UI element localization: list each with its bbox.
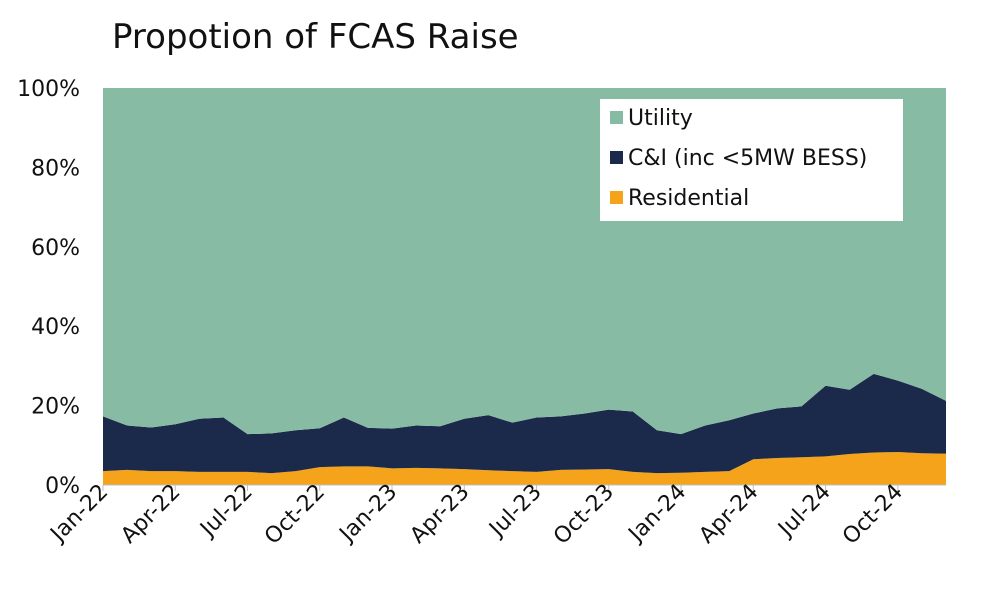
legend-swatch-ci	[610, 151, 623, 164]
legend-swatch-residential	[610, 191, 623, 204]
y-tick-label: 100%	[17, 77, 80, 102]
x-tick-label: Jan-24	[623, 480, 691, 548]
x-tick-label: Apr-23	[406, 480, 475, 549]
chart-title: Propotion of FCAS Raise	[112, 17, 519, 57]
area-series-residential	[103, 452, 946, 485]
x-tick-label: Jan-23	[334, 480, 402, 548]
x-tick-label: Jul-22	[194, 480, 257, 543]
x-tick-label: Jul-23	[484, 480, 547, 543]
legend-label-ci: C&I (inc <5MW BESS)	[628, 146, 867, 171]
area-series-c-i-inc-5mw-bess	[103, 373, 946, 474]
y-tick-label: 40%	[31, 315, 80, 340]
legend-box	[600, 99, 903, 221]
y-tick-label: 20%	[31, 395, 80, 420]
legend-swatch-utility	[610, 111, 623, 124]
y-tick-label: 60%	[31, 236, 80, 261]
x-tick-label: Apr-24	[695, 480, 764, 549]
x-tick-label: Jul-24	[773, 480, 836, 543]
y-tick-label: 80%	[31, 156, 80, 181]
x-tick-label: Apr-22	[116, 480, 185, 549]
y-axis-ticks: 0% 20% 40% 60% 80% 100%	[17, 77, 80, 499]
legend: Utility C&I (inc <5MW BESS) Residential	[600, 99, 903, 221]
legend-label-utility: Utility	[628, 106, 693, 131]
x-tick-label: Oct-24	[838, 480, 908, 550]
x-tick-label: Oct-23	[549, 480, 619, 550]
legend-label-residential: Residential	[628, 186, 749, 211]
x-tick-label: Oct-22	[260, 480, 330, 550]
x-axis-ticks: Jan-22 Apr-22 Jul-22 Oct-22 Jan-23 Apr-23 Jul-…	[45, 480, 946, 550]
y-tick-label: 0%	[45, 474, 80, 499]
